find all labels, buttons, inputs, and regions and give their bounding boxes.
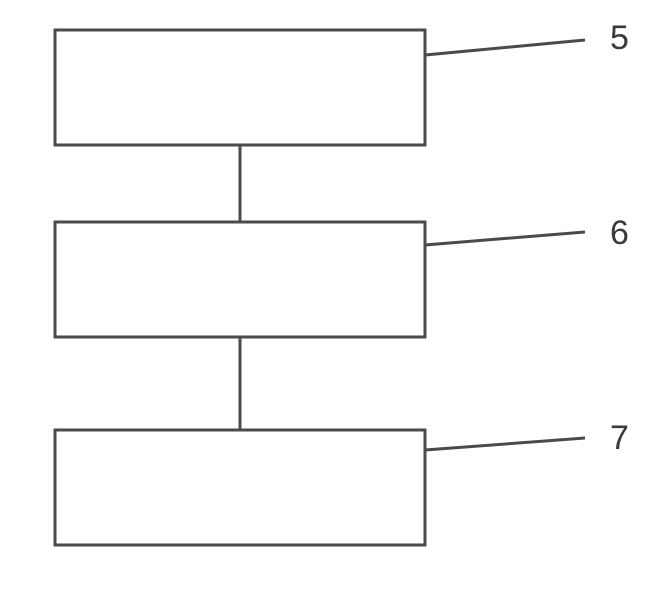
flowchart-diagram: 5 6 7 xyxy=(0,0,661,600)
node-box6 xyxy=(55,222,425,337)
node-box7 xyxy=(55,430,425,545)
label-box6: 6 xyxy=(610,214,629,252)
node-box5 xyxy=(55,30,425,145)
label-box5: 5 xyxy=(610,19,629,57)
label-box7: 7 xyxy=(610,419,629,457)
